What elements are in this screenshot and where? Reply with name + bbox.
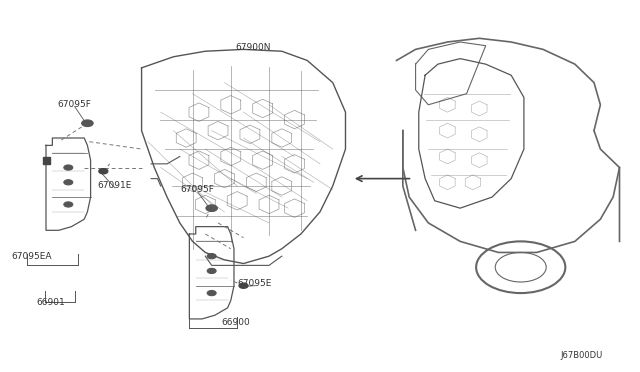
Circle shape (99, 169, 108, 174)
Circle shape (64, 180, 73, 185)
Circle shape (64, 165, 73, 170)
Text: 66900: 66900 (221, 318, 250, 327)
Text: 67900N: 67900N (236, 43, 271, 52)
Text: 67095E: 67095E (238, 279, 272, 288)
Circle shape (206, 205, 218, 211)
Bar (43, 157, 51, 164)
Text: 67095F: 67095F (180, 185, 214, 194)
Text: 67095EA: 67095EA (12, 251, 52, 261)
Circle shape (207, 254, 216, 259)
Circle shape (82, 120, 93, 126)
Circle shape (64, 202, 73, 207)
Text: 67095F: 67095F (58, 100, 92, 109)
Circle shape (207, 291, 216, 296)
Text: 66901: 66901 (36, 298, 65, 307)
Text: J67B00DU: J67B00DU (560, 351, 602, 360)
Text: 67091E: 67091E (98, 182, 132, 190)
Circle shape (239, 283, 248, 288)
Circle shape (207, 268, 216, 273)
